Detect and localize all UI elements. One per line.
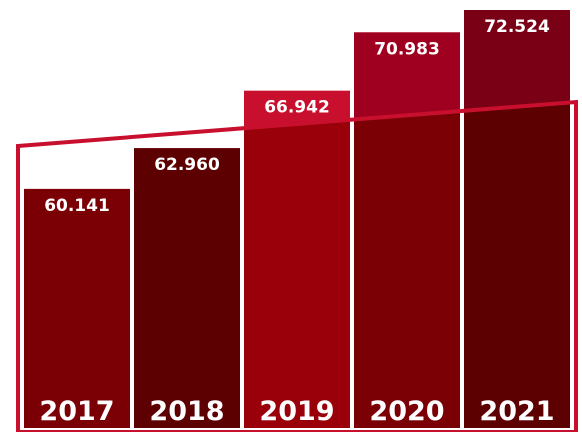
bar-lower-2020 xyxy=(354,102,460,428)
labels: 60.141 2017 62.960 2018 66.942 2019 70.983 2020… xyxy=(39,17,554,427)
category-label-2020: 2020 xyxy=(369,396,444,427)
bar-lower-2017 xyxy=(24,188,130,428)
bars-lower-overlay xyxy=(24,102,570,428)
bar-lower-2018 xyxy=(134,148,240,428)
value-label-2020: 70.983 xyxy=(374,39,440,59)
category-label-2018: 2018 xyxy=(149,396,224,427)
value-label-2017: 60.141 xyxy=(44,196,110,216)
category-label-2021: 2021 xyxy=(479,396,554,427)
value-label-2018: 62.960 xyxy=(154,155,220,175)
overlay-band xyxy=(16,99,578,432)
bar-lower-2019 xyxy=(244,102,350,428)
category-label-2019: 2019 xyxy=(259,396,334,427)
value-label-2019: 66.942 xyxy=(264,98,330,118)
value-label-2021: 72.524 xyxy=(484,17,550,37)
category-label-2017: 2017 xyxy=(39,396,114,427)
bar-lower-2021 xyxy=(464,102,570,428)
